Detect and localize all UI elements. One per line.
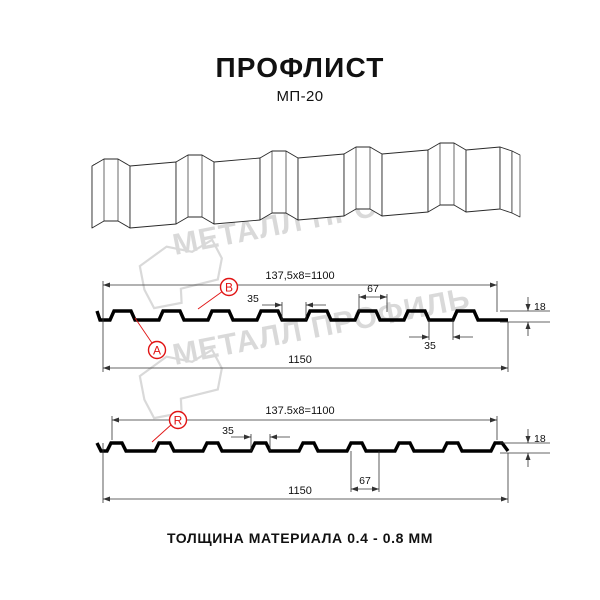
profile-outline-2 <box>95 441 510 453</box>
callout-b: B <box>197 277 239 310</box>
dimension-crest-35-bottom-label: 35 <box>222 425 234 437</box>
dimension-valley-67-bottom <box>350 451 380 492</box>
dimension-top-pitch <box>102 281 498 312</box>
callout-a-label: A <box>153 344 161 358</box>
dimension-top-pitch-2-label: 137.5x8=1100 <box>265 405 334 417</box>
dimension-lower-35-top <box>409 320 473 340</box>
callout-r-label: R <box>174 414 183 428</box>
watermark-lower: МЕТАЛЛ ПРОФИЛЬ <box>138 282 473 420</box>
dimension-bottom-1150-top <box>102 312 509 372</box>
dimension-bottom-1150-bottom <box>102 443 509 503</box>
callout-b-label: B <box>225 281 233 295</box>
dimension-valley-67-top-label: 67 <box>367 283 379 295</box>
dimension-height-18-bottom <box>500 429 550 467</box>
dimension-valley-67-top <box>358 294 388 312</box>
page-subtitle-model: МП-20 <box>276 88 324 105</box>
page-title: ПРОФЛИСТ <box>215 52 385 83</box>
dimension-crest-35-top-label: 35 <box>247 293 259 305</box>
dimension-crest-35-bottom <box>231 434 290 451</box>
dimension-bottom-1150-top-label: 1150 <box>288 354 312 366</box>
callout-a: A <box>134 317 167 360</box>
dimension-top-pitch-label: 137,5x8=1100 <box>265 270 334 282</box>
callout-r: R <box>151 410 188 443</box>
dimension-lower-35-top-label: 35 <box>424 340 436 352</box>
perspective-view <box>91 142 521 229</box>
material-thickness-note: ТОЛЩИНА МАТЕРИАЛА 0.4 - 0.8 ММ <box>166 530 434 546</box>
callout-r-circle <box>168 410 188 430</box>
watermark-logo-icon <box>138 348 223 420</box>
watermark-logo-icon <box>138 238 223 310</box>
dimension-bottom-1150-bottom-label: 1150 <box>288 485 312 497</box>
dimension-valley-67-bottom-label: 67 <box>359 475 371 487</box>
profile-section-top: 137,5x8=1100 B A 35 <box>95 270 550 372</box>
watermark-text: МЕТАЛЛ ПРОФИЛЬ <box>170 282 473 372</box>
dimension-height-18-top-label: 18 <box>534 301 546 313</box>
callout-b-circle <box>219 277 239 297</box>
dimension-crest-35-top <box>262 302 326 320</box>
profile-outline <box>95 309 508 322</box>
callout-a-circle <box>147 340 167 360</box>
dimension-height-18-bottom-label: 18 <box>534 433 546 445</box>
profile-section-bottom: 137.5x8=1100 R 35 67 <box>95 405 550 503</box>
